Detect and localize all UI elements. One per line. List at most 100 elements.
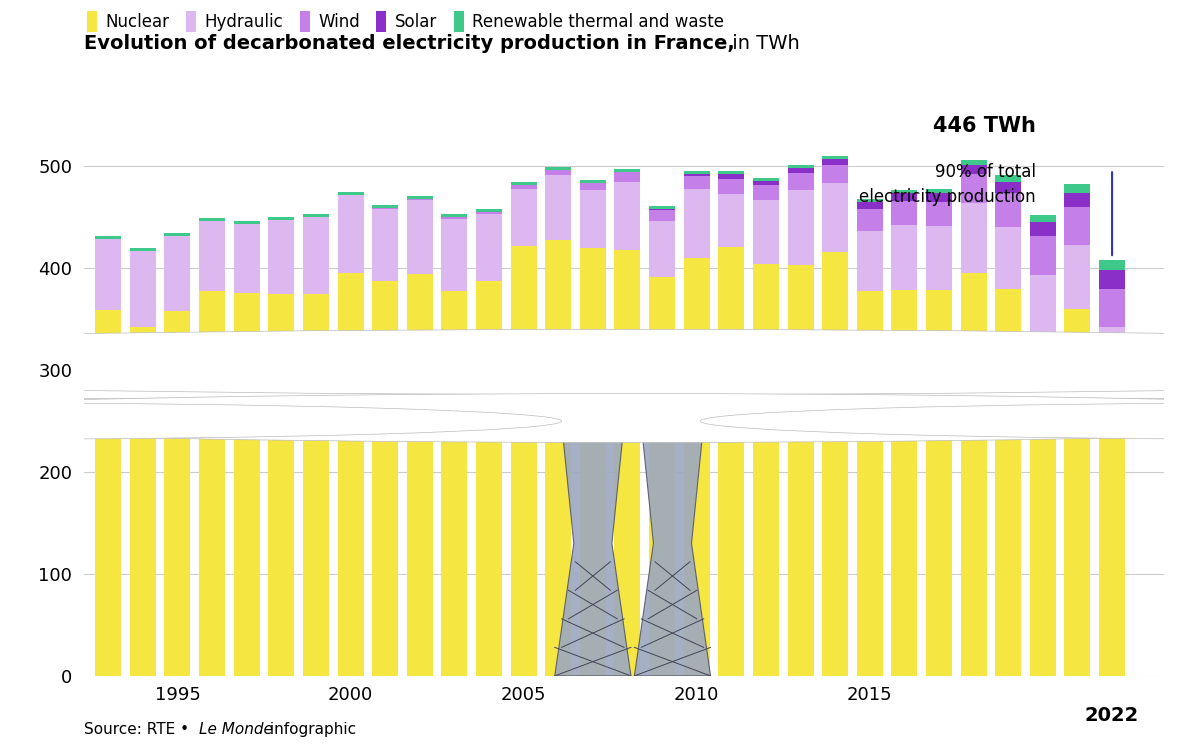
Bar xyxy=(961,203,986,273)
Bar xyxy=(684,258,709,676)
Bar xyxy=(614,182,641,250)
Bar xyxy=(476,212,502,214)
Bar xyxy=(752,177,779,180)
Bar xyxy=(752,264,779,676)
Bar xyxy=(892,193,917,201)
Bar xyxy=(787,168,814,173)
Bar xyxy=(580,190,606,248)
Bar xyxy=(372,205,398,208)
Circle shape xyxy=(0,342,977,399)
Bar xyxy=(684,174,709,176)
Bar xyxy=(372,282,398,676)
Bar xyxy=(302,217,329,294)
Bar xyxy=(302,214,329,217)
Bar xyxy=(961,160,986,165)
Bar xyxy=(649,209,676,210)
Bar xyxy=(164,233,191,236)
Bar xyxy=(164,311,191,676)
Bar xyxy=(614,250,641,676)
Bar xyxy=(995,182,1021,193)
Bar xyxy=(857,202,883,209)
Bar xyxy=(407,199,433,200)
Text: 90% of total
electricity production: 90% of total electricity production xyxy=(859,137,1036,206)
Text: Evolution of decarbonated electricity production in France,: Evolution of decarbonated electricity pr… xyxy=(84,34,734,53)
Bar xyxy=(580,182,606,190)
Bar xyxy=(857,291,883,676)
Bar xyxy=(234,293,259,676)
Circle shape xyxy=(700,403,1200,439)
Bar xyxy=(511,185,536,189)
Bar xyxy=(649,222,676,277)
Bar xyxy=(545,240,571,676)
Bar xyxy=(752,180,779,185)
Bar xyxy=(684,176,709,189)
Circle shape xyxy=(284,342,1200,399)
Bar xyxy=(511,189,536,246)
Bar xyxy=(95,239,121,310)
Bar xyxy=(269,217,294,220)
Bar xyxy=(822,182,848,252)
Bar xyxy=(787,190,814,265)
Polygon shape xyxy=(554,442,631,676)
Bar xyxy=(337,192,364,195)
Circle shape xyxy=(0,354,1200,431)
Bar xyxy=(234,222,259,225)
Bar xyxy=(269,294,294,676)
Bar xyxy=(892,201,917,225)
Bar xyxy=(926,193,952,202)
Bar xyxy=(995,228,1021,288)
Bar xyxy=(961,174,986,203)
Bar xyxy=(476,282,502,676)
Bar xyxy=(545,167,571,170)
Bar xyxy=(857,231,883,291)
Bar xyxy=(372,208,398,209)
Bar xyxy=(95,236,121,239)
Bar xyxy=(822,159,848,165)
Bar xyxy=(787,265,814,676)
Bar xyxy=(787,173,814,190)
Bar xyxy=(961,165,986,174)
Bar xyxy=(719,179,744,194)
Circle shape xyxy=(0,330,1200,394)
Bar xyxy=(580,248,606,676)
Text: 446 TWh: 446 TWh xyxy=(934,116,1036,136)
Bar xyxy=(580,179,606,182)
Circle shape xyxy=(0,403,562,439)
Bar xyxy=(719,174,744,179)
Bar xyxy=(1030,236,1056,276)
Bar xyxy=(1099,288,1126,327)
Bar xyxy=(719,247,744,676)
Bar xyxy=(787,165,814,168)
Bar xyxy=(926,227,952,290)
Bar xyxy=(649,210,676,222)
Bar xyxy=(995,288,1021,676)
Bar xyxy=(719,171,744,174)
Text: Le Monde: Le Monde xyxy=(199,722,274,737)
Bar xyxy=(961,273,986,676)
Bar xyxy=(892,225,917,290)
Bar xyxy=(926,290,952,676)
Bar xyxy=(857,209,883,231)
Bar xyxy=(199,291,226,676)
Bar xyxy=(822,165,848,182)
Bar xyxy=(1030,222,1056,236)
Bar xyxy=(1030,216,1056,222)
Bar xyxy=(926,189,952,193)
Bar xyxy=(407,196,433,199)
Bar xyxy=(822,252,848,676)
Bar xyxy=(372,209,398,282)
Bar xyxy=(511,182,536,185)
Bar xyxy=(337,195,364,273)
Bar xyxy=(407,200,433,274)
Text: Source: RTE •: Source: RTE • xyxy=(84,722,194,737)
Bar xyxy=(1064,184,1091,193)
Bar xyxy=(199,219,226,222)
Bar xyxy=(442,214,467,217)
Bar xyxy=(130,251,156,327)
Legend: Nuclear, Hydraulic, Wind, Solar, Renewable thermal and waste: Nuclear, Hydraulic, Wind, Solar, Renewab… xyxy=(86,11,724,32)
Bar xyxy=(649,277,676,676)
Bar xyxy=(442,217,467,219)
Bar xyxy=(995,176,1021,182)
Bar xyxy=(442,291,467,676)
Bar xyxy=(164,236,191,311)
